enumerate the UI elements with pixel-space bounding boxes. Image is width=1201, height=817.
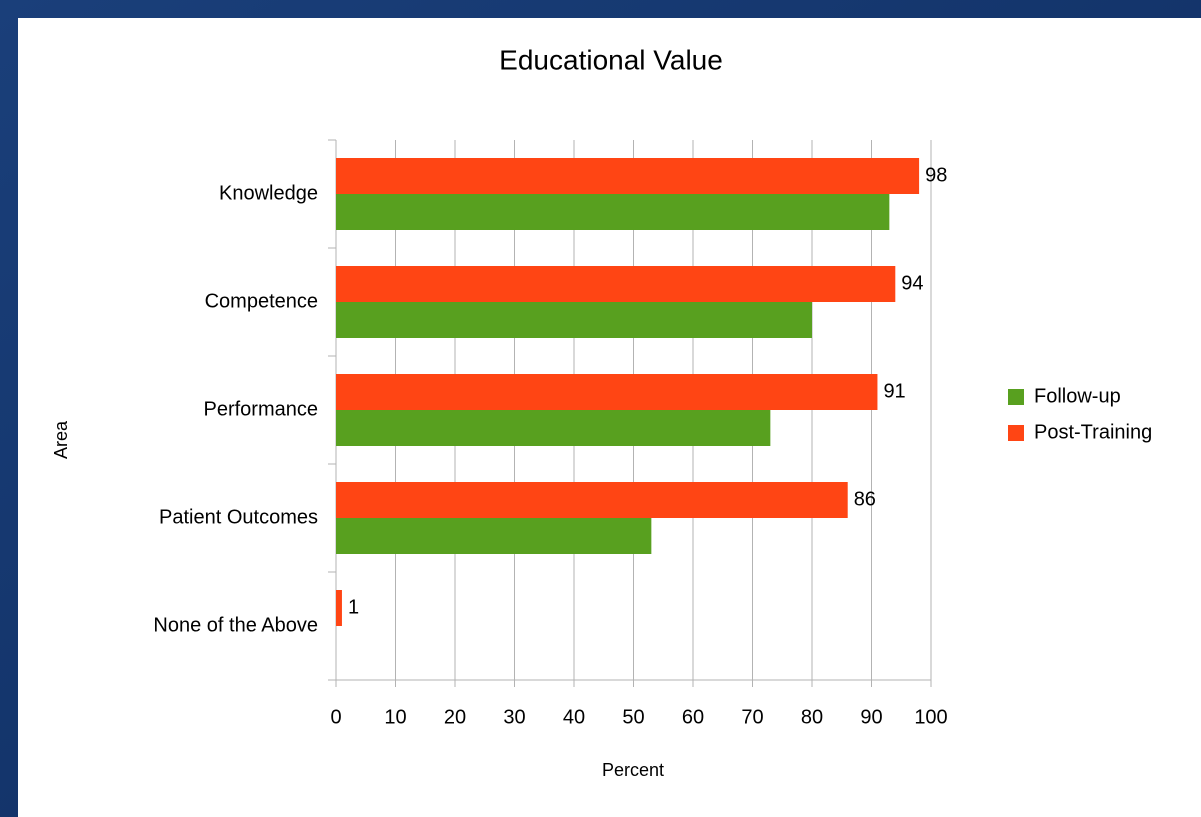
value-label: 86	[854, 488, 876, 510]
x-tick-label: 60	[682, 706, 704, 728]
legend-swatch	[1008, 389, 1024, 405]
x-tick-label: 0	[330, 706, 341, 728]
y-tick-label: Competence	[205, 290, 318, 312]
chart-title: Educational Value	[499, 44, 723, 75]
value-label: 98	[925, 164, 947, 186]
bar	[336, 266, 896, 302]
x-tick-label: 70	[741, 706, 763, 728]
x-tick-label: 100	[914, 706, 947, 728]
bar	[336, 590, 342, 626]
y-axis-label: Area	[51, 420, 71, 459]
bar	[336, 374, 878, 410]
x-tick-label: 30	[503, 706, 525, 728]
y-tick-label: Performance	[204, 398, 319, 420]
x-tick-label: 50	[622, 706, 644, 728]
x-axis-label: Percent	[602, 760, 664, 780]
legend-label: Post-Training	[1034, 421, 1152, 443]
legend-label: Follow-up	[1034, 385, 1121, 407]
y-tick-label: Patient Outcomes	[159, 506, 318, 528]
bar	[336, 518, 652, 554]
x-tick-label: 40	[563, 706, 585, 728]
y-tick-label: Knowledge	[219, 182, 318, 204]
legend-swatch	[1008, 425, 1024, 441]
value-label: 94	[901, 272, 923, 294]
bar	[336, 194, 890, 230]
bar	[336, 482, 848, 518]
value-label: 1	[348, 596, 359, 618]
x-tick-label: 90	[860, 706, 882, 728]
x-tick-label: 10	[384, 706, 406, 728]
bar	[336, 302, 812, 338]
bar	[336, 410, 771, 446]
y-tick-label: None of the Above	[153, 614, 318, 636]
bar	[336, 158, 920, 194]
value-label: 91	[883, 380, 905, 402]
x-tick-label: 20	[444, 706, 466, 728]
x-tick-label: 80	[801, 706, 823, 728]
